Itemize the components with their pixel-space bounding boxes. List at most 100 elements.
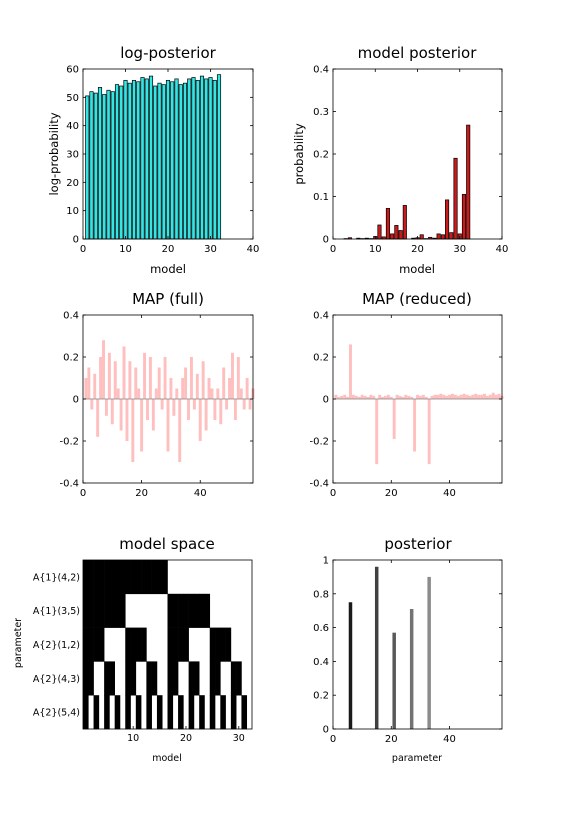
bar bbox=[131, 79, 137, 240]
bar bbox=[413, 399, 417, 452]
y-tick-label: A{2}(5,4) bbox=[33, 708, 80, 719]
model-space-cell bbox=[230, 695, 237, 730]
bar bbox=[122, 346, 126, 399]
bar bbox=[187, 399, 190, 420]
x-tick-label: 30 bbox=[204, 244, 217, 255]
bar bbox=[93, 373, 97, 399]
y-tick-label: 60 bbox=[66, 65, 79, 76]
bars-map-full bbox=[83, 340, 255, 462]
bar bbox=[161, 84, 166, 240]
bar bbox=[144, 78, 149, 240]
bar bbox=[424, 396, 428, 399]
model-space-cell bbox=[172, 661, 179, 696]
model-space-cell bbox=[104, 560, 110, 595]
y-tick-label: A{2}(1,2) bbox=[33, 640, 80, 651]
bar bbox=[394, 225, 399, 240]
bar bbox=[445, 395, 449, 399]
bar bbox=[116, 388, 120, 399]
bar bbox=[154, 388, 158, 399]
y-tick-label: 0.4 bbox=[63, 311, 79, 322]
bar bbox=[407, 395, 411, 399]
bar bbox=[427, 576, 431, 729]
bar bbox=[175, 388, 179, 399]
bar bbox=[404, 394, 408, 399]
xlabel-log-posterior: model bbox=[150, 262, 186, 276]
model-space-cell bbox=[204, 593, 211, 628]
bar bbox=[372, 395, 376, 399]
model-space-cell bbox=[119, 560, 126, 595]
model-space-cell bbox=[88, 661, 94, 696]
model-space-cell bbox=[172, 593, 179, 628]
model-space-cell bbox=[209, 695, 216, 730]
bar bbox=[102, 94, 107, 240]
bar bbox=[461, 194, 467, 240]
bar bbox=[348, 602, 353, 729]
model-space-cell bbox=[225, 627, 232, 662]
bar bbox=[369, 394, 373, 399]
ylabel-log-posterior: log-probability bbox=[47, 112, 61, 195]
y-tick-label: -0.4 bbox=[59, 479, 79, 490]
bar bbox=[402, 205, 407, 240]
bar bbox=[96, 399, 100, 437]
y-tick-label: 40 bbox=[66, 121, 79, 132]
x-tick-label: 10 bbox=[119, 244, 132, 255]
model-space-cell bbox=[130, 661, 137, 696]
bar bbox=[93, 92, 98, 240]
y-tick-label: A{2}(4,3) bbox=[33, 674, 80, 685]
y-tick-label: 0.2 bbox=[313, 691, 329, 702]
model-space-cell bbox=[125, 560, 131, 595]
bar bbox=[210, 388, 214, 399]
y-tick-label: 50 bbox=[66, 93, 79, 104]
bar bbox=[181, 378, 185, 399]
bar bbox=[187, 78, 192, 240]
bar bbox=[213, 399, 217, 420]
bar bbox=[87, 367, 91, 399]
bar bbox=[119, 399, 123, 431]
x-tick-label: 30 bbox=[233, 733, 245, 744]
y-tick-label: 0 bbox=[323, 395, 329, 406]
axes-map-full: 0 20 40 -0.4 -0.2 0 0.2 0.4 bbox=[59, 311, 254, 499]
model-space-cell bbox=[119, 593, 126, 628]
bar bbox=[349, 344, 352, 399]
bar bbox=[430, 395, 434, 399]
bar bbox=[207, 378, 211, 399]
title-log-posterior: log-posterior bbox=[120, 44, 216, 62]
model-space-cell bbox=[135, 627, 142, 662]
bar bbox=[110, 91, 115, 240]
bar bbox=[465, 394, 469, 399]
bar bbox=[436, 394, 440, 399]
model-space-cell bbox=[230, 661, 237, 696]
bar bbox=[136, 81, 141, 240]
bar bbox=[416, 394, 419, 399]
model-space-cell bbox=[83, 661, 89, 696]
bar bbox=[228, 378, 232, 399]
title-map-full: MAP (full) bbox=[132, 290, 204, 308]
bar bbox=[401, 396, 405, 399]
bar bbox=[427, 399, 431, 465]
bar bbox=[456, 395, 460, 399]
model-space-cell bbox=[93, 593, 100, 628]
model-space-cell bbox=[125, 627, 131, 662]
y-tick-label: 0.4 bbox=[313, 65, 329, 76]
y-tick-label: 20 bbox=[66, 178, 79, 189]
bar bbox=[89, 91, 94, 240]
panel-map-full: MAP (full) 0 20 40 -0.4 -0.2 0 0.2 0.4 bbox=[59, 290, 255, 499]
model-space-cell bbox=[114, 593, 121, 628]
model-space-cell bbox=[156, 695, 163, 730]
bar bbox=[231, 352, 234, 399]
x-tick-label: 40 bbox=[194, 488, 207, 499]
bar bbox=[204, 399, 208, 431]
bar bbox=[125, 399, 129, 441]
bar bbox=[392, 632, 396, 729]
model-space-cell bbox=[236, 661, 242, 696]
bar bbox=[191, 77, 196, 240]
bar bbox=[488, 394, 492, 399]
axes-posterior: 0 20 40 0 0.2 0.4 0.6 0.8 1 bbox=[313, 556, 503, 745]
model-space-cell bbox=[220, 695, 226, 730]
model-space-cell bbox=[209, 661, 216, 696]
bar bbox=[140, 77, 145, 240]
bar bbox=[143, 352, 147, 399]
bar bbox=[390, 233, 395, 240]
bar bbox=[439, 393, 443, 399]
x-tick-label: 0 bbox=[330, 244, 336, 255]
